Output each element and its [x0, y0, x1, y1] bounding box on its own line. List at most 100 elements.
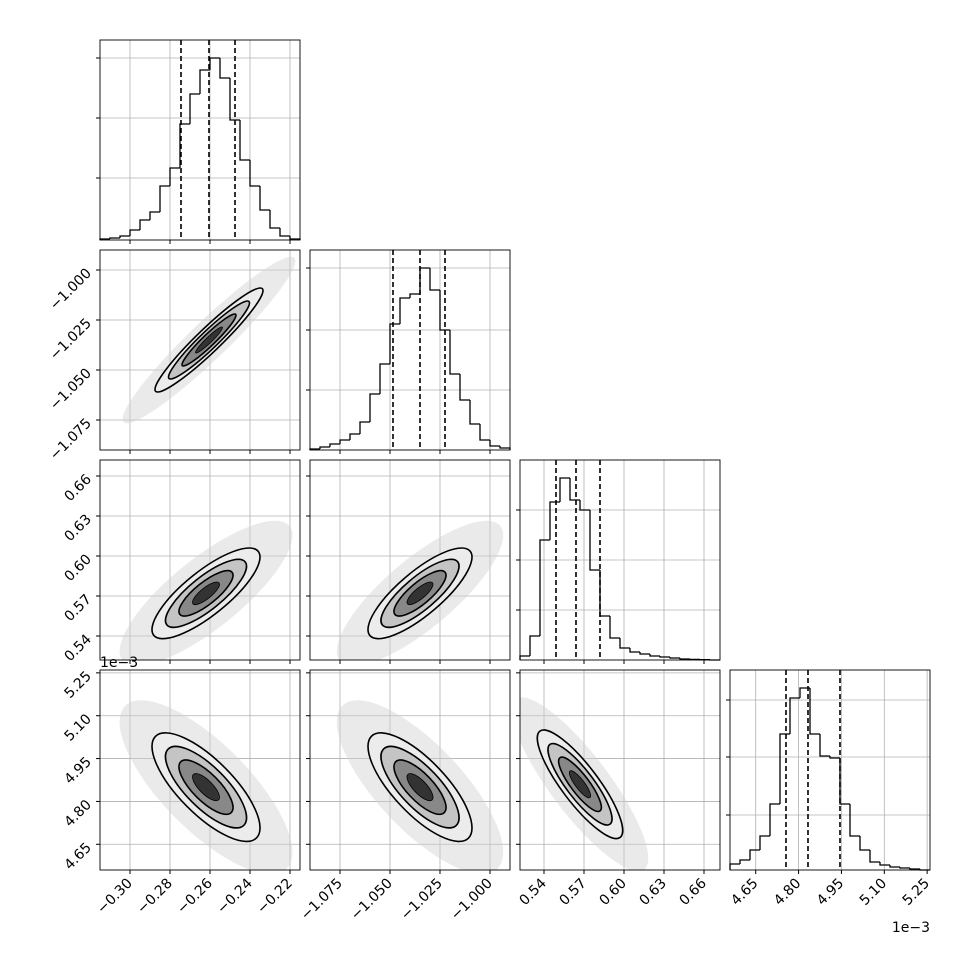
histogram-bin [499, 446, 511, 450]
y-tick-label: −1.075 [47, 416, 95, 464]
x-tick-label: −0.30 [94, 876, 136, 918]
y-tick-label: 0.63 [61, 512, 94, 545]
histogram-bin [789, 697, 800, 734]
panel-frame [729, 669, 931, 871]
x-tick-label: −0.22 [254, 876, 296, 918]
histogram-bin [609, 616, 620, 639]
contour [568, 770, 592, 799]
histogram-bin [489, 440, 500, 447]
histogram-bin [729, 863, 740, 870]
x-tick-label: 5.25 [900, 876, 933, 909]
x-tick-label: −1.000 [448, 876, 496, 924]
histogram-bin [399, 297, 410, 324]
histogram-bin [859, 836, 870, 851]
histogram-bin [619, 638, 630, 649]
y-tick-label: 0.57 [61, 592, 94, 625]
histogram-bin [679, 658, 690, 660]
histogram-bin [769, 803, 780, 836]
histogram-bin [129, 229, 140, 236]
histogram-bin [279, 228, 290, 237]
x-tick-label: 0.66 [676, 875, 709, 908]
histogram-bin [409, 293, 420, 298]
histogram-bin [179, 123, 190, 168]
histogram-bin [639, 652, 650, 655]
panel-frame [99, 249, 301, 451]
panel-frame [519, 459, 721, 661]
histogram-bin [349, 433, 360, 440]
histogram-bin [339, 439, 350, 444]
y-tick-label: 4.65 [61, 840, 94, 873]
histogram-bin [809, 688, 820, 735]
x-tick-label: 4.65 [728, 876, 761, 909]
histogram-bin [669, 657, 680, 659]
histogram-bin [549, 501, 560, 540]
histogram-bin [199, 69, 210, 94]
histogram-bin [589, 510, 600, 571]
histogram-bin [369, 393, 380, 422]
histogram-bin [559, 477, 570, 502]
histogram-bin [319, 446, 330, 449]
histogram-bin [819, 734, 830, 757]
histogram-bin [799, 687, 810, 698]
histogram-bin [909, 868, 920, 870]
histogram-bin [239, 120, 250, 161]
y-offset-label: 1e−3 [100, 655, 138, 671]
x-tick-label: 5.10 [857, 876, 890, 909]
x-tick-label: −0.28 [134, 876, 176, 918]
histogram-bin [229, 78, 240, 121]
histogram-bin [119, 235, 130, 238]
y-tick-label: −1.000 [47, 266, 95, 314]
histogram-bin [599, 570, 610, 617]
density [336, 520, 504, 660]
x-tick-label: 4.80 [771, 876, 804, 909]
histogram-bin [359, 421, 370, 434]
histogram-bin [889, 865, 900, 868]
density [119, 520, 293, 660]
panel-frame [99, 459, 301, 661]
y-tick-label: 4.95 [61, 754, 94, 787]
histogram-bin [469, 400, 480, 425]
x-tick-label: −0.24 [214, 875, 256, 917]
histogram-bin [219, 58, 230, 79]
x-tick-label: 0.54 [516, 875, 549, 908]
density [122, 256, 296, 424]
x-tick-label: 4.95 [814, 876, 847, 909]
histogram-bin [519, 655, 530, 660]
histogram-bin [329, 443, 340, 447]
histogram-bin [259, 186, 270, 211]
histogram-bin [109, 237, 120, 239]
y-tick-label: 5.10 [61, 711, 94, 744]
histogram-bin [269, 210, 280, 229]
histogram-bin [439, 290, 450, 331]
contour [406, 773, 434, 802]
histogram-bin [429, 268, 440, 291]
histogram-bin [209, 57, 220, 70]
y-tick-label: 0.60 [61, 552, 94, 585]
histogram-bin [249, 160, 260, 187]
y-tick-label: 5.25 [61, 668, 94, 701]
contour [406, 581, 434, 606]
histogram-bin [849, 804, 860, 837]
histogram-bin [379, 363, 390, 394]
contour [195, 326, 223, 354]
histogram-bin [539, 539, 550, 636]
panel-frame [99, 39, 301, 241]
histogram-bin [749, 849, 760, 860]
panel-frame [99, 669, 301, 871]
y-tick-label: 4.80 [61, 797, 94, 830]
histogram-bin [779, 733, 790, 804]
x-tick-label: 0.57 [556, 876, 589, 909]
y-tick-label: 0.54 [61, 631, 94, 664]
density [520, 697, 649, 870]
histogram-bin [159, 185, 170, 212]
x-tick-label: 0.63 [636, 876, 669, 909]
histogram-bin [899, 867, 910, 869]
histogram-bin [529, 635, 540, 656]
density [336, 700, 504, 870]
histogram-bin [449, 330, 460, 375]
histogram-bin [479, 424, 490, 441]
density [119, 700, 293, 870]
histogram-bin [649, 654, 660, 657]
